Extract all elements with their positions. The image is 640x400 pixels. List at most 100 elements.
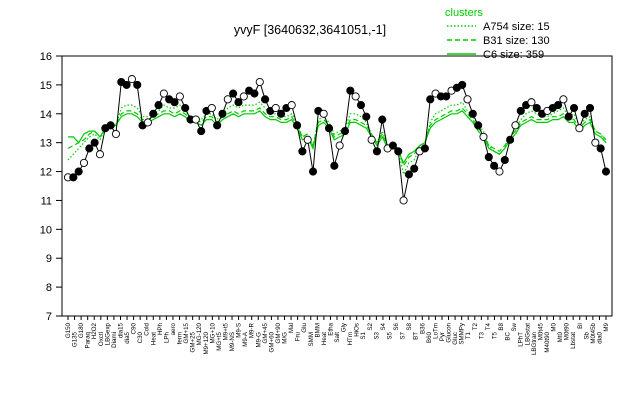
y-tick-label: 9 <box>46 253 52 265</box>
x-tick-label: Mal <box>288 323 295 333</box>
x-tick-label: LPhT <box>518 332 525 347</box>
legend-title: clusters <box>445 7 483 19</box>
x-tick-label: M9+t5 <box>222 322 229 340</box>
x-tick-label: M0 <box>551 322 558 331</box>
x-tick-label: Salt <box>334 332 341 343</box>
plot-frame <box>61 55 613 317</box>
x-tick-label: M0t45b <box>590 322 597 343</box>
data-point <box>170 98 179 107</box>
data-point <box>175 92 184 101</box>
x-tick-label: G150 <box>65 322 72 338</box>
series-layer <box>63 75 611 205</box>
data-point <box>223 95 232 104</box>
data-point <box>601 167 611 176</box>
x-tick-label: SMMPy <box>459 322 466 345</box>
x-tick-label: LoTm <box>432 323 439 339</box>
x-tick-label: M0t45 <box>537 322 544 340</box>
data-point <box>69 173 78 182</box>
data-point <box>378 115 387 124</box>
data-point <box>250 89 259 98</box>
x-tick-label: M9 <box>603 322 610 331</box>
data-point <box>154 101 163 110</box>
data-point <box>367 135 376 144</box>
data-point <box>271 103 280 113</box>
data-point <box>564 112 573 121</box>
legend: clusters A754 size: 15 B31 size: 130 C6 si… <box>445 7 550 61</box>
y-tick-label: 15 <box>40 80 52 92</box>
data-point <box>591 138 600 147</box>
data-point <box>85 144 94 153</box>
x-tick-label: SMM <box>308 332 315 346</box>
data-point <box>234 98 243 107</box>
data-point <box>426 95 435 104</box>
x-tick-label: T5 <box>491 331 498 339</box>
x-tick-label: M9-G <box>255 332 262 348</box>
x-tick-label: Paraq <box>85 331 92 348</box>
data-point <box>532 103 541 113</box>
x-tick-label: MG-120 <box>196 322 203 345</box>
legend-label: A754 size: 15 <box>483 21 550 33</box>
data-point <box>527 98 536 107</box>
x-tick-label: Glu <box>301 322 308 332</box>
x-tick-label: Glucon <box>446 322 453 342</box>
x-tick-label: Sw <box>511 322 518 331</box>
data-point <box>298 147 307 156</box>
cluster-line-dotted <box>67 101 607 177</box>
data-point <box>277 109 286 118</box>
data-point <box>340 127 350 136</box>
data-point <box>420 144 429 153</box>
data-point <box>474 121 483 130</box>
data-point <box>218 109 227 118</box>
data-point <box>495 167 504 176</box>
data-point <box>511 121 520 130</box>
x-tick-label: S5 <box>386 331 393 339</box>
x-tick-label: M9+120 <box>203 331 210 354</box>
x-tick-label: dia0 <box>596 331 603 343</box>
x-tick-label: dia15 <box>117 322 124 338</box>
data-point <box>74 167 83 176</box>
data-point <box>394 147 403 156</box>
x-tick-label: T3 <box>478 331 485 339</box>
data-point <box>90 138 99 147</box>
data-point <box>516 106 525 115</box>
x-tick-label: LPh <box>163 331 170 343</box>
data-point <box>159 89 168 98</box>
data-point <box>319 109 328 118</box>
data-point <box>490 161 499 170</box>
y-tick-label: 13 <box>40 138 52 150</box>
x-tick-label: Heat <box>150 332 157 345</box>
data-point <box>261 95 270 104</box>
x-tick-label: B60 <box>426 331 433 343</box>
data-point <box>500 155 509 165</box>
data-point <box>181 103 190 113</box>
data-point <box>585 103 595 113</box>
x-tick-label: aero <box>170 322 177 335</box>
data-point <box>106 121 115 130</box>
x-tick-label: GM+45 <box>262 322 269 343</box>
x-tick-label: S8 <box>406 322 413 330</box>
x-tick-label: G180 <box>78 322 85 338</box>
x-tick-label: Etha <box>327 322 334 335</box>
x-tick-label: B36 <box>419 322 426 334</box>
data-point <box>324 124 334 133</box>
data-point <box>239 92 248 101</box>
data-point <box>207 103 216 113</box>
data-point <box>404 170 413 179</box>
data-point <box>468 109 477 118</box>
data-point <box>458 80 467 89</box>
y-tick-label: 8 <box>46 282 52 294</box>
x-tick-label: M9-NS <box>229 332 236 351</box>
x-tick-label: dia5 <box>124 331 131 343</box>
x-tick-label: S1 <box>360 331 367 339</box>
x-tick-label: C30 <box>137 331 144 343</box>
data-point <box>351 92 360 101</box>
x-tick-label: Gly <box>341 322 348 332</box>
x-tick-label: S3 <box>373 331 380 339</box>
data-point <box>580 109 589 118</box>
data-point <box>463 95 472 104</box>
x-tick-label: MG+10 <box>209 322 216 343</box>
x-tick-label: M9-R <box>249 322 256 338</box>
x-tick-label: BT <box>413 332 420 340</box>
data-point <box>596 144 605 153</box>
